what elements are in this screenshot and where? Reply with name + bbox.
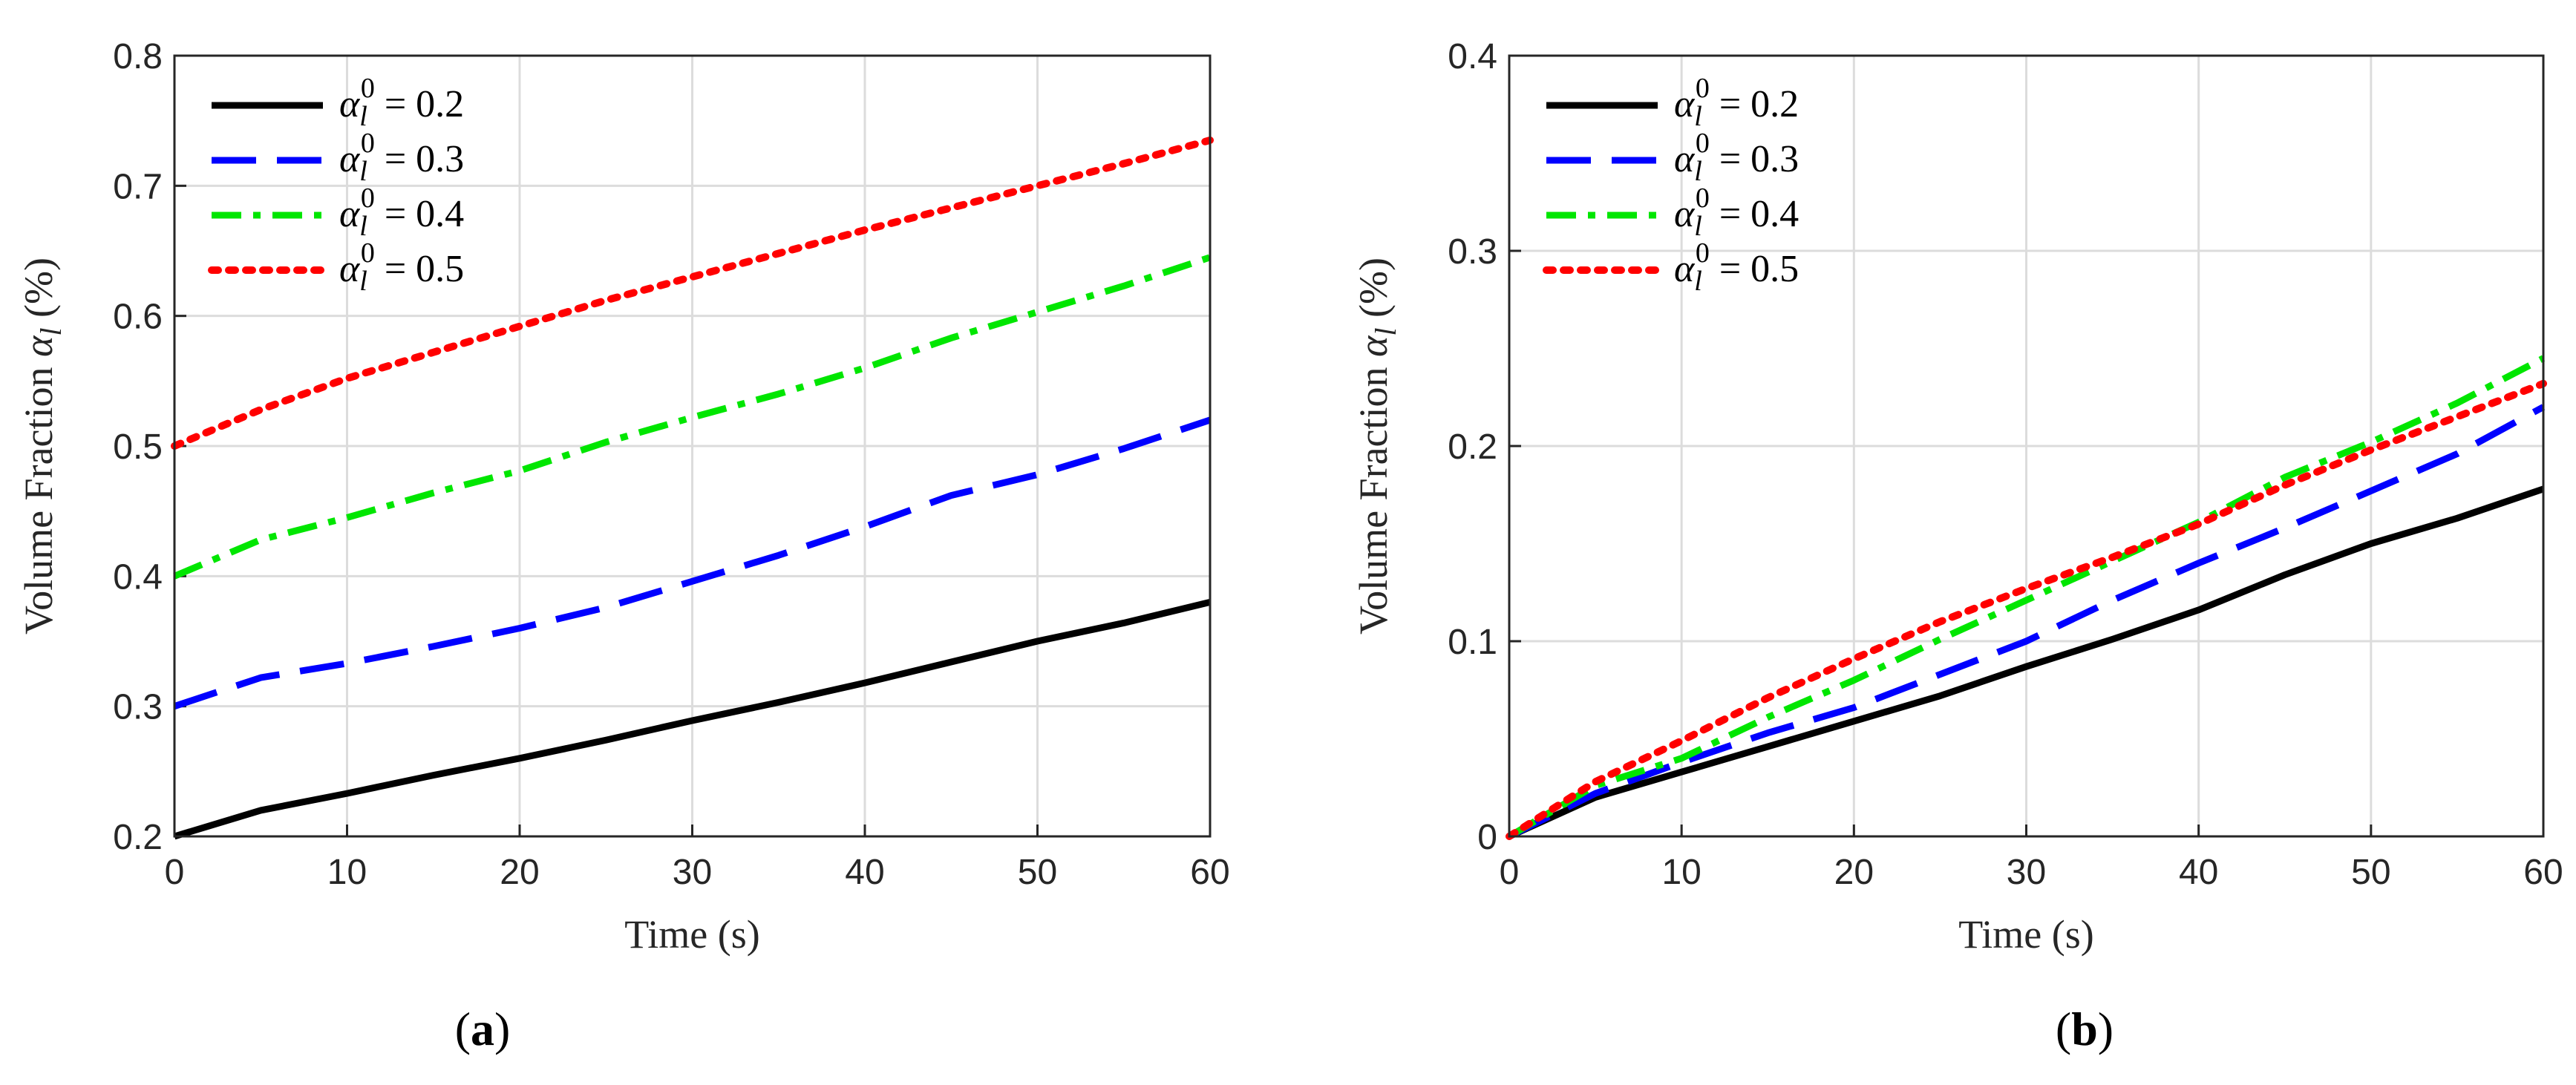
legend-label: αl0 = 0.5: [339, 237, 464, 297]
x-tick-label: 10: [1661, 853, 1701, 892]
series-line-2: [173, 416, 1212, 709]
y-tick-label: 0.4: [1448, 37, 1497, 76]
legend-label: αl0 = 0.5: [1674, 237, 1799, 297]
y-tick-label: 0.1: [1448, 623, 1497, 662]
y-axis-label: Volume Fraction αl (%): [1351, 258, 1402, 635]
series-line-3: [173, 254, 1212, 580]
x-tick-label: 60: [1190, 853, 1229, 892]
x-tick-label: 30: [673, 853, 712, 892]
series-line-1: [173, 599, 1212, 840]
y-tick-label: 0.6: [113, 298, 163, 337]
x-tick-label: 50: [2351, 853, 2390, 892]
legend-label: αl0 = 0.4: [1674, 183, 1799, 242]
x-tick-label: 0: [165, 853, 185, 892]
x-tick-label: 10: [327, 853, 367, 892]
x-tick-label: 0: [1500, 853, 1520, 892]
x-tick-label: 60: [2523, 853, 2563, 892]
series-line-3: [1507, 355, 2546, 839]
series-line-4: [1506, 379, 2547, 840]
caption-b: (b): [2056, 1003, 2114, 1055]
x-tick-label: 40: [845, 853, 884, 892]
legend-label: αl0 = 0.3: [339, 128, 464, 187]
axes-frame: [173, 54, 1212, 838]
legend-label: αl0 = 0.2: [339, 73, 464, 132]
series-line-1: [1508, 485, 2545, 840]
y-axis-label: Volume Fraction αl (%): [16, 258, 68, 635]
y-tick-label: 0.2: [1448, 427, 1497, 467]
legend-label: αl0 = 0.3: [1674, 128, 1799, 187]
chart-panel-a: 0 10 20 30 40 50 60 0.2 0.3 0.4 0.5 0.6 0.7 0.8 αl0 = …: [16, 37, 1230, 957]
x-tick-label: 40: [2179, 853, 2218, 892]
x-tick-label: 50: [1018, 853, 1057, 892]
x-axis-label: Time (s): [624, 912, 760, 957]
axes-frame: [1508, 54, 2545, 838]
x-tick-label: 30: [2007, 853, 2046, 892]
x-axis-label: Time (s): [1958, 912, 2094, 957]
y-tick-label: 0.4: [113, 557, 163, 597]
y-tick-label: 0.7: [113, 167, 163, 206]
legend-label: αl0 = 0.2: [1674, 73, 1799, 132]
y-tick-label: 0.3: [113, 688, 163, 727]
y-tick-label: 0.5: [113, 427, 163, 467]
series-line-4: [171, 136, 1214, 450]
y-tick-label: 0.2: [113, 818, 163, 857]
x-tick-label: 20: [500, 853, 539, 892]
y-tick-label: 0.8: [113, 37, 163, 76]
caption-a: (a): [455, 1003, 511, 1055]
y-tick-label: 0: [1477, 818, 1497, 857]
legend-label: αl0 = 0.4: [339, 183, 464, 242]
x-tick-label: 20: [1834, 853, 1874, 892]
series-line-2: [1507, 404, 2546, 840]
y-tick-label: 0.3: [1448, 232, 1497, 272]
